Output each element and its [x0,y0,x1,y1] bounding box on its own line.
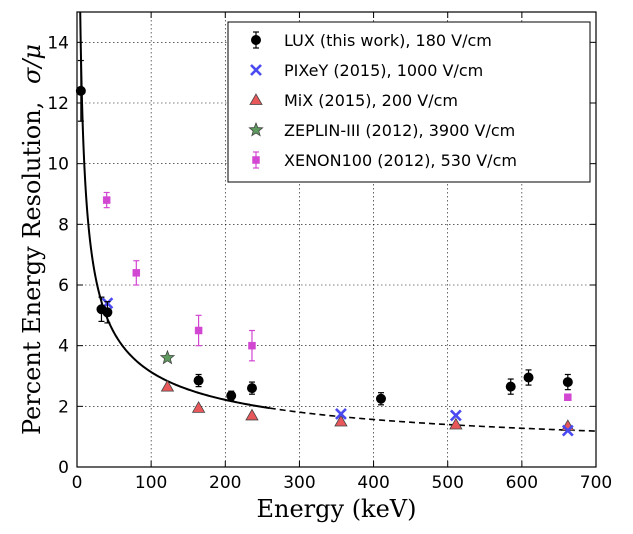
data-point-star [159,349,176,365]
y-tick-label: 14 [47,33,69,53]
legend-marker-star [248,121,264,137]
data-point-square [564,393,572,401]
legend-entry: XENON100 (2012), 530 V/cm [252,151,517,170]
legend-label: XENON100 (2012), 530 V/cm [284,151,517,170]
x-tick-label: 400 [357,473,389,493]
data-point-square [248,341,256,350]
data-point-triangle [191,401,206,413]
data-point-x-stroke [335,407,347,420]
data-point-x-stroke [561,424,574,437]
legend-marker-x [250,64,262,76]
legend-label: LUX (this work), 180 V/cm [284,31,492,50]
data-point-circle [226,390,237,401]
data-point-circle [523,372,534,383]
legend-label: ZEPLIN-III (2012), 3900 V/cm [284,121,515,140]
axis-ticks: 0 100 200 300 400 500 600 700 0 2 4 6 8 10 12 14 [47,12,612,493]
data-point-circle [562,377,573,388]
y-tick-label: 2 [58,397,69,417]
plot-frame [76,11,597,468]
data-point-x [335,407,347,420]
legend-entry: ZEPLIN-III (2012), 3900 V/cm [248,121,515,140]
y-tick-label: 12 [47,94,69,114]
data-point-x [449,409,462,422]
series-2 [160,379,575,431]
series-3 [159,349,176,365]
series-4 [102,191,572,401]
x-axis-label: Energy (keV) [256,495,416,523]
legend-marker-square [252,156,260,164]
data-point-circle [193,375,204,386]
data-point-triangle [334,414,348,427]
data-point-circle [375,393,386,404]
data-point-square [102,196,111,204]
legend-marker-circle [251,35,261,45]
data-point-triangle [245,408,259,421]
y-tick-label: 10 [47,155,69,175]
legend-entry: PIXeY (2015), 1000 V/cm [250,61,483,80]
data-point-square [132,269,141,277]
data-point-x [561,424,574,437]
series-1 [101,297,574,437]
data-point-circle [505,381,516,392]
y-axis-label: Percent Energy Resolution, σ/μ [18,44,46,435]
y-tick-label: 6 [58,276,69,296]
data-point-circle [246,383,257,394]
legend-marker-x-stroke [250,64,262,76]
fit-curve-solid [79,11,270,410]
data-point-triangle [160,379,175,392]
data-point-triangle [449,417,463,430]
data-point-square [194,326,203,335]
legend-label: PIXeY (2015), 1000 V/cm [284,61,483,80]
series-0 [75,59,573,406]
data-point-x-stroke [449,409,462,422]
fit-curve [79,11,597,432]
legend-entry: MiX (2015), 200 V/cm [249,91,458,110]
fit-curve-dashed [269,407,597,432]
y-tick-label: 0 [58,458,69,478]
x-tick-label: 500 [431,473,463,493]
data-points [75,59,575,437]
x-tick-label: 100 [135,473,167,493]
y-tick-label: 4 [58,337,69,357]
x-tick-label: 0 [72,473,83,493]
legend-box [227,21,591,183]
data-point-circle [102,307,113,318]
y-axis-label-text: Percent Energy Resolution, [18,102,46,435]
legend-entry: LUX (this work), 180 V/cm [251,31,492,50]
x-tick-label: 600 [506,473,538,493]
legend-marker-triangle [249,93,263,105]
x-tick-label: 200 [209,473,241,493]
legend: LUX (this work), 180 V/cm PIXeY (2015), 1… [227,21,591,183]
data-point-circle [75,85,86,96]
legend-label: MiX (2015), 200 V/cm [284,91,458,110]
y-axis-label-math: σ/μ [18,44,46,84]
x-tick-label: 300 [283,473,315,493]
x-tick-label: 700 [580,473,612,493]
y-tick-label: 8 [58,215,69,235]
